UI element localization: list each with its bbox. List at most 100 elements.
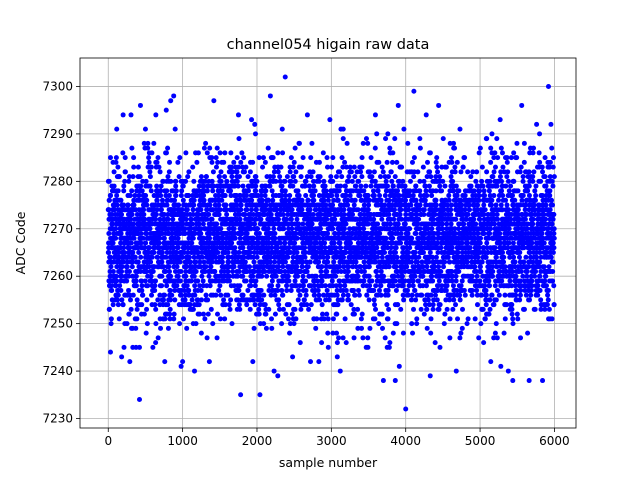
data-point <box>388 169 394 175</box>
data-point <box>429 273 435 279</box>
data-point <box>450 306 456 312</box>
data-point <box>311 193 317 199</box>
data-point <box>212 202 218 208</box>
data-point <box>149 254 155 260</box>
data-point <box>336 335 342 341</box>
data-point <box>373 283 379 289</box>
data-point <box>427 169 433 175</box>
data-point <box>192 292 198 298</box>
data-point <box>339 174 345 180</box>
data-point <box>202 268 208 274</box>
data-point <box>119 297 125 303</box>
data-point <box>298 306 304 312</box>
data-point <box>292 306 298 312</box>
data-point <box>184 207 190 213</box>
data-point <box>149 150 155 156</box>
data-point <box>323 188 329 194</box>
data-point <box>390 183 396 189</box>
data-point <box>109 221 115 227</box>
data-point <box>144 321 150 327</box>
data-point <box>280 306 286 312</box>
data-point <box>372 178 378 184</box>
data-point <box>221 159 227 165</box>
data-point <box>322 183 328 189</box>
data-point <box>447 316 453 322</box>
data-point <box>250 235 256 241</box>
data-point <box>385 292 391 298</box>
data-point <box>316 359 322 365</box>
data-point <box>236 287 242 293</box>
data-point <box>440 264 446 270</box>
data-point <box>157 235 163 241</box>
data-point <box>150 268 156 274</box>
data-point <box>106 306 112 312</box>
data-point <box>376 159 382 165</box>
data-point <box>430 306 436 312</box>
data-point <box>264 273 270 279</box>
data-point <box>313 273 319 279</box>
data-point <box>188 226 194 232</box>
data-point <box>389 178 395 184</box>
data-point <box>434 164 440 170</box>
data-point <box>171 316 177 322</box>
data-point <box>296 140 302 146</box>
data-point <box>244 231 250 237</box>
data-point <box>286 302 292 308</box>
data-point <box>172 278 178 284</box>
data-point <box>142 245 148 251</box>
data-point <box>165 145 171 151</box>
data-point <box>266 306 272 312</box>
data-point <box>239 150 245 156</box>
data-point <box>355 306 361 312</box>
data-point <box>390 150 396 156</box>
data-point <box>262 159 268 165</box>
data-point <box>182 231 188 237</box>
data-point <box>465 316 471 322</box>
data-point <box>454 193 460 199</box>
data-point <box>366 273 372 279</box>
data-point <box>385 131 391 137</box>
data-point <box>179 188 185 194</box>
data-point <box>417 202 423 208</box>
data-point <box>231 159 237 165</box>
data-point <box>279 287 285 293</box>
data-point <box>172 268 178 274</box>
data-point <box>253 216 259 222</box>
data-point <box>428 330 434 336</box>
data-point <box>142 126 148 132</box>
data-point <box>332 216 338 222</box>
data-point <box>316 292 322 298</box>
data-point <box>177 259 183 265</box>
data-point <box>193 268 199 274</box>
data-point <box>355 287 361 293</box>
data-point <box>366 264 372 270</box>
data-point <box>262 302 268 308</box>
data-point <box>376 321 382 327</box>
data-point <box>423 112 429 118</box>
data-point <box>382 335 388 341</box>
data-point <box>339 155 345 161</box>
data-point <box>421 207 427 213</box>
data-point <box>213 164 219 170</box>
data-point <box>295 297 301 303</box>
data-point <box>204 207 210 213</box>
data-point <box>378 268 384 274</box>
data-point <box>366 197 372 203</box>
data-point <box>186 169 192 175</box>
data-point <box>453 302 459 308</box>
data-point <box>445 254 451 260</box>
data-point <box>251 325 257 331</box>
data-point <box>452 169 458 175</box>
data-point <box>190 235 196 241</box>
data-point <box>398 306 404 312</box>
data-point <box>269 325 275 331</box>
data-point <box>475 254 481 260</box>
data-point <box>270 264 276 270</box>
data-point <box>327 212 333 218</box>
data-point <box>129 264 135 270</box>
data-point <box>372 112 378 118</box>
data-point <box>190 212 196 218</box>
data-point <box>350 212 356 218</box>
data-point <box>164 188 170 194</box>
data-point <box>258 193 264 199</box>
